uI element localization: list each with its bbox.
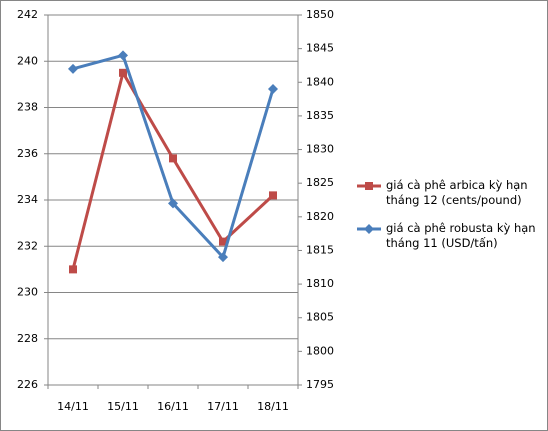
y2-tick-label: 1815 [306, 243, 334, 256]
y-tick-label: 230 [17, 286, 38, 299]
legend-marker [364, 224, 374, 234]
x-tick-label: 15/11 [107, 400, 139, 413]
y2-tick-label: 1825 [306, 176, 334, 189]
y2-tick-label: 1850 [306, 8, 334, 21]
point-marker [168, 198, 178, 209]
point-marker [269, 191, 277, 200]
y-tick-label: 234 [17, 193, 38, 206]
point-marker [218, 252, 228, 263]
legend-label: giá cà phê arbica kỳ hạn tháng 12 (cents… [386, 178, 528, 207]
y-tick-label: 232 [17, 239, 38, 252]
y-tick-label: 240 [17, 54, 38, 67]
x-tick-label: 16/11 [157, 400, 189, 413]
point-marker [268, 84, 278, 94]
y2-tick-label: 1810 [306, 277, 334, 290]
point-marker [169, 154, 177, 163]
x-tick-label: 18/11 [257, 400, 289, 413]
y2-tick-label: 1800 [306, 344, 334, 357]
x-tick-label: 14/11 [57, 400, 89, 413]
y2-tick-label: 1835 [306, 109, 334, 122]
point-marker [68, 63, 78, 74]
y2-tick-label: 1820 [306, 210, 334, 223]
y-tick-label: 242 [17, 8, 38, 21]
point-marker [118, 50, 128, 61]
y-tick-label: 228 [17, 332, 38, 345]
y2-tick-label: 1830 [306, 143, 334, 156]
point-marker [69, 265, 77, 274]
y2-tick-label: 1795 [306, 378, 334, 391]
y-tick-label: 238 [17, 101, 38, 114]
x-tick-label: 17/11 [207, 400, 239, 413]
y-tick-label: 236 [17, 147, 38, 160]
y2-tick-label: 1845 [306, 42, 334, 55]
legend-marker [365, 182, 373, 190]
point-marker [119, 68, 127, 77]
point-marker [219, 237, 227, 246]
y2-tick-label: 1840 [306, 75, 334, 88]
y-tick-label: 226 [17, 378, 38, 391]
legend-label: giá cà phê robusta kỳ hạn tháng 11 (USD/… [386, 221, 536, 250]
y2-tick-label: 1805 [306, 311, 334, 324]
